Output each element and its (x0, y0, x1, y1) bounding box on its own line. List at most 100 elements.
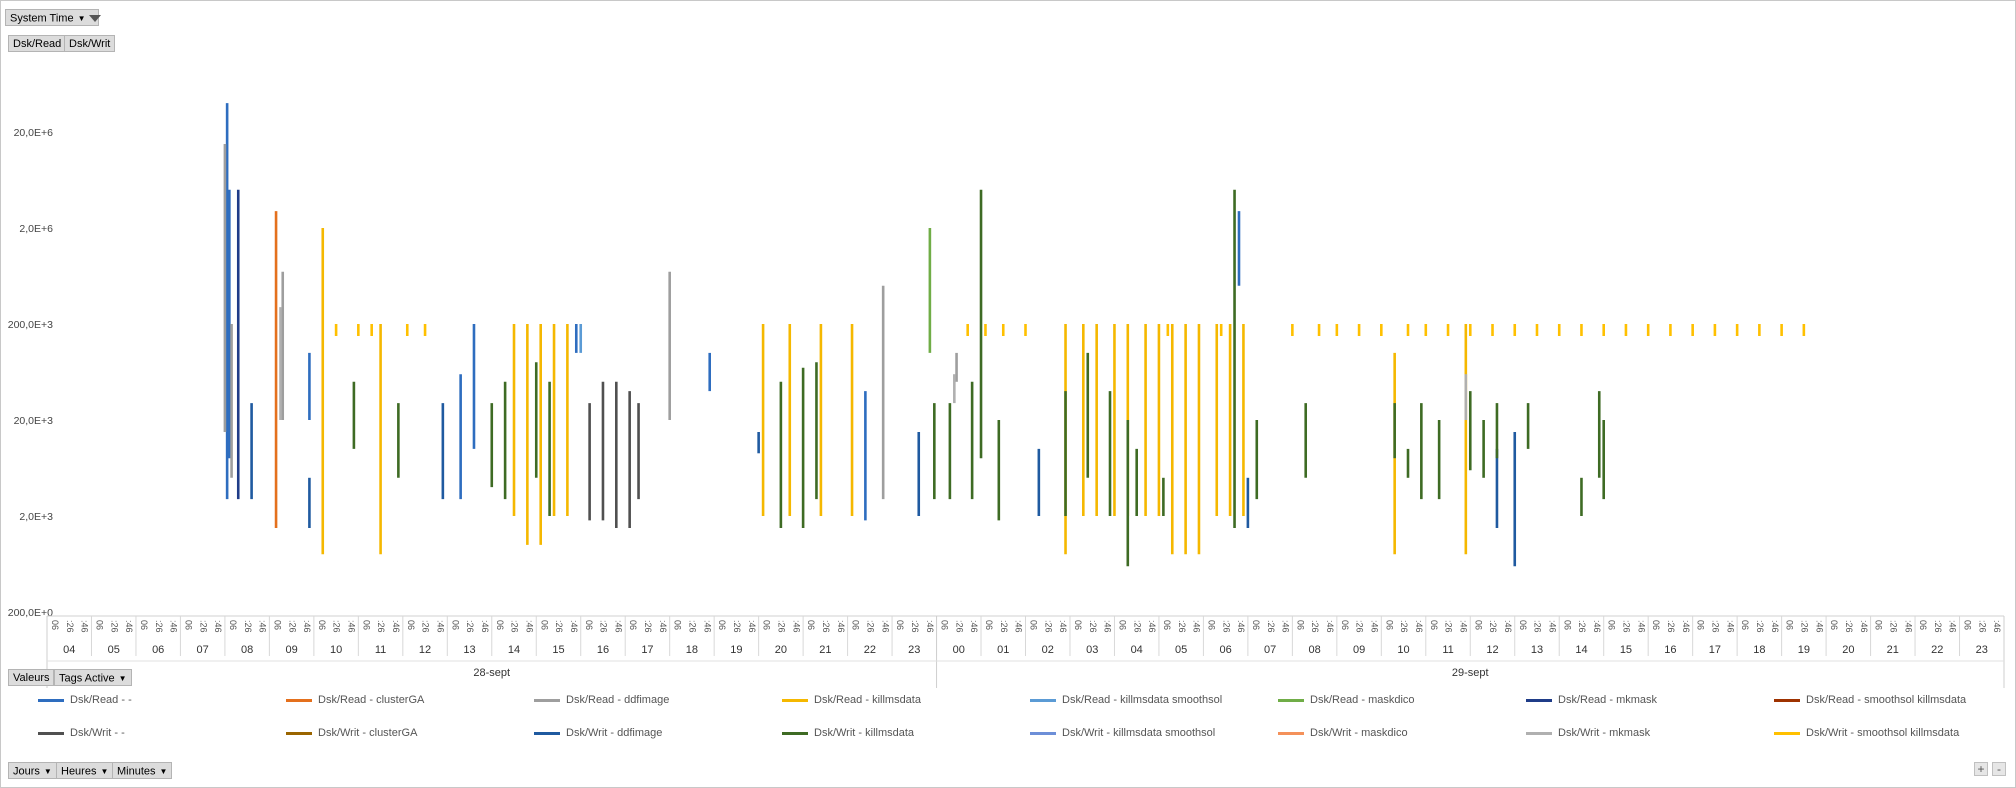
legend-label: Dsk/Writ - - (70, 727, 125, 739)
x-minute-tick-label: :26 (1977, 620, 1987, 633)
legend-swatch (1526, 731, 1552, 735)
legend-item: Dsk/Read - killmsdata smoothsol (1030, 692, 1222, 708)
x-minute-tick-label: :26 (1088, 620, 1098, 633)
legend-item: Dsk/Writ - killmsdata (782, 725, 914, 741)
x-hour-label: 15 (1620, 644, 1632, 656)
legend-swatch (1030, 731, 1056, 735)
x-minute-tick-label: :26 (1888, 620, 1898, 633)
x-minute-tick-label: :26 (865, 620, 875, 633)
x-minute-tick-label: :26 (1488, 620, 1498, 633)
x-minute-tick-label: :46 (1770, 620, 1780, 633)
legend-label: Dsk/Read - ddfimage (566, 694, 670, 706)
zoom-in-button[interactable]: + (1974, 762, 1988, 776)
legend-label: Dsk/Read - killmsdata (814, 694, 921, 706)
x-minute-tick-label: 06 (1874, 620, 1884, 630)
x-minute-tick-label: 06 (1117, 620, 1127, 630)
x-hour-label: 17 (1709, 644, 1721, 656)
chevron-down-icon: ▼ (159, 767, 168, 776)
x-minute-tick-label: :46 (969, 620, 979, 633)
x-minute-tick-label: :26 (821, 620, 831, 633)
x-minute-tick-label: 06 (1607, 620, 1617, 630)
chevron-down-icon: ▼ (100, 767, 109, 776)
x-minute-tick-label: 06 (406, 620, 416, 630)
x-hour-label: 19 (730, 644, 742, 656)
x-minute-tick-label: :46 (747, 620, 757, 633)
x-minute-tick-label: :26 (421, 620, 431, 633)
x-minute-tick-label: :46 (1636, 620, 1646, 633)
x-minute-tick-label: 06 (95, 620, 105, 630)
legend-label: Dsk/Writ - clusterGA (318, 727, 418, 739)
x-minute-tick-label: :46 (1458, 620, 1468, 633)
x-hour-label: 22 (864, 644, 876, 656)
x-minute-tick-label: 06 (317, 620, 327, 630)
x-minute-tick-label: :26 (1755, 620, 1765, 633)
tags-active-button[interactable]: Tags Active ▼ (54, 669, 132, 686)
legend-swatch (38, 698, 64, 702)
x-hour-label: 16 (1664, 644, 1676, 656)
x-hour-label: 09 (286, 644, 298, 656)
legend-item: Dsk/Read - maskdico (1278, 692, 1415, 708)
x-minute-tick-label: :46 (836, 620, 846, 633)
x-hour-label: 05 (1175, 644, 1187, 656)
system-time-filter-button[interactable]: System Time ▼ (5, 9, 101, 26)
heures-button[interactable]: Heures ▼ (56, 762, 114, 779)
x-hour-label: 05 (108, 644, 120, 656)
chevron-down-icon: ▼ (43, 767, 52, 776)
x-minute-tick-label: :46 (1681, 620, 1691, 633)
x-minute-tick-label: 06 (628, 620, 638, 630)
x-hour-label: 10 (330, 644, 342, 656)
x-minute-tick-label: :46 (213, 620, 223, 633)
x-minute-tick-label: :46 (702, 620, 712, 633)
legend-item: Dsk/Writ - mkmask (1526, 725, 1650, 741)
legend-swatch (534, 731, 560, 735)
x-hour-label: 09 (1353, 644, 1365, 656)
x-minute-tick-label: :26 (599, 620, 609, 633)
series-button-dsk-read[interactable]: Dsk/Read (8, 35, 67, 52)
x-minute-tick-label: 06 (1029, 620, 1039, 630)
legend-swatch (782, 731, 808, 735)
x-minute-tick-label: :26 (198, 620, 208, 633)
x-day-label: 29-sept (1452, 667, 1489, 679)
x-minute-tick-label: 06 (1295, 620, 1305, 630)
x-minute-tick-label: :46 (480, 620, 490, 633)
x-hour-label: 12 (1486, 644, 1498, 656)
x-minute-tick-label: :26 (643, 620, 653, 633)
legend-item: Dsk/Writ - clusterGA (286, 725, 417, 741)
minutes-button[interactable]: Minutes ▼ (112, 762, 173, 779)
x-minute-tick-label: :46 (1814, 620, 1824, 633)
x-hour-label: 16 (597, 644, 609, 656)
x-minute-tick-label: 06 (272, 620, 282, 630)
x-minute-tick-label: 06 (895, 620, 905, 630)
series-button-dsk-writ[interactable]: Dsk/Writ (64, 35, 116, 52)
legend-label: Dsk/Read - smoothsol killmsdata (1806, 694, 1967, 706)
x-hour-label: 04 (1131, 644, 1143, 656)
values-field-button[interactable]: Valeurs (8, 669, 55, 686)
x-minute-tick-label: 06 (717, 620, 727, 630)
x-hour-label: 18 (686, 644, 698, 656)
y-tick-label: 2,0E+6 (19, 223, 53, 235)
legend-label: Dsk/Writ - smoothsol killmsdata (1806, 727, 1960, 739)
chevron-down-icon: ▼ (77, 14, 86, 23)
x-hour-label: 06 (152, 644, 164, 656)
legend-label: Dsk/Writ - ddfimage (566, 727, 663, 739)
x-hour-label: 00 (953, 644, 965, 656)
x-minute-tick-label: :46 (524, 620, 534, 633)
x-hour-label: 22 (1931, 644, 1943, 656)
legend-item: Dsk/Writ - - (38, 725, 125, 741)
x-minute-tick-label: :26 (1399, 620, 1409, 633)
x-hour-label: 14 (508, 644, 520, 656)
x-day-label: 28-sept (473, 667, 510, 679)
jours-button[interactable]: Jours ▼ (8, 762, 57, 779)
zoom-out-button[interactable]: - (1992, 762, 2006, 776)
x-minute-tick-label: 06 (539, 620, 549, 630)
legend-label: Dsk/Writ - killmsdata (814, 727, 915, 739)
legend-item: Dsk/Read - smoothsol killmsdata (1774, 692, 1966, 708)
y-tick-label: 200,0E+0 (8, 607, 53, 619)
x-minute-tick-label: 06 (1251, 620, 1261, 630)
x-minute-tick-label: 06 (139, 620, 149, 630)
x-minute-tick-label: :46 (436, 620, 446, 633)
x-minute-tick-label: :46 (1503, 620, 1513, 633)
x-minute-tick-label: :46 (169, 620, 179, 633)
x-minute-tick-label: 06 (495, 620, 505, 630)
